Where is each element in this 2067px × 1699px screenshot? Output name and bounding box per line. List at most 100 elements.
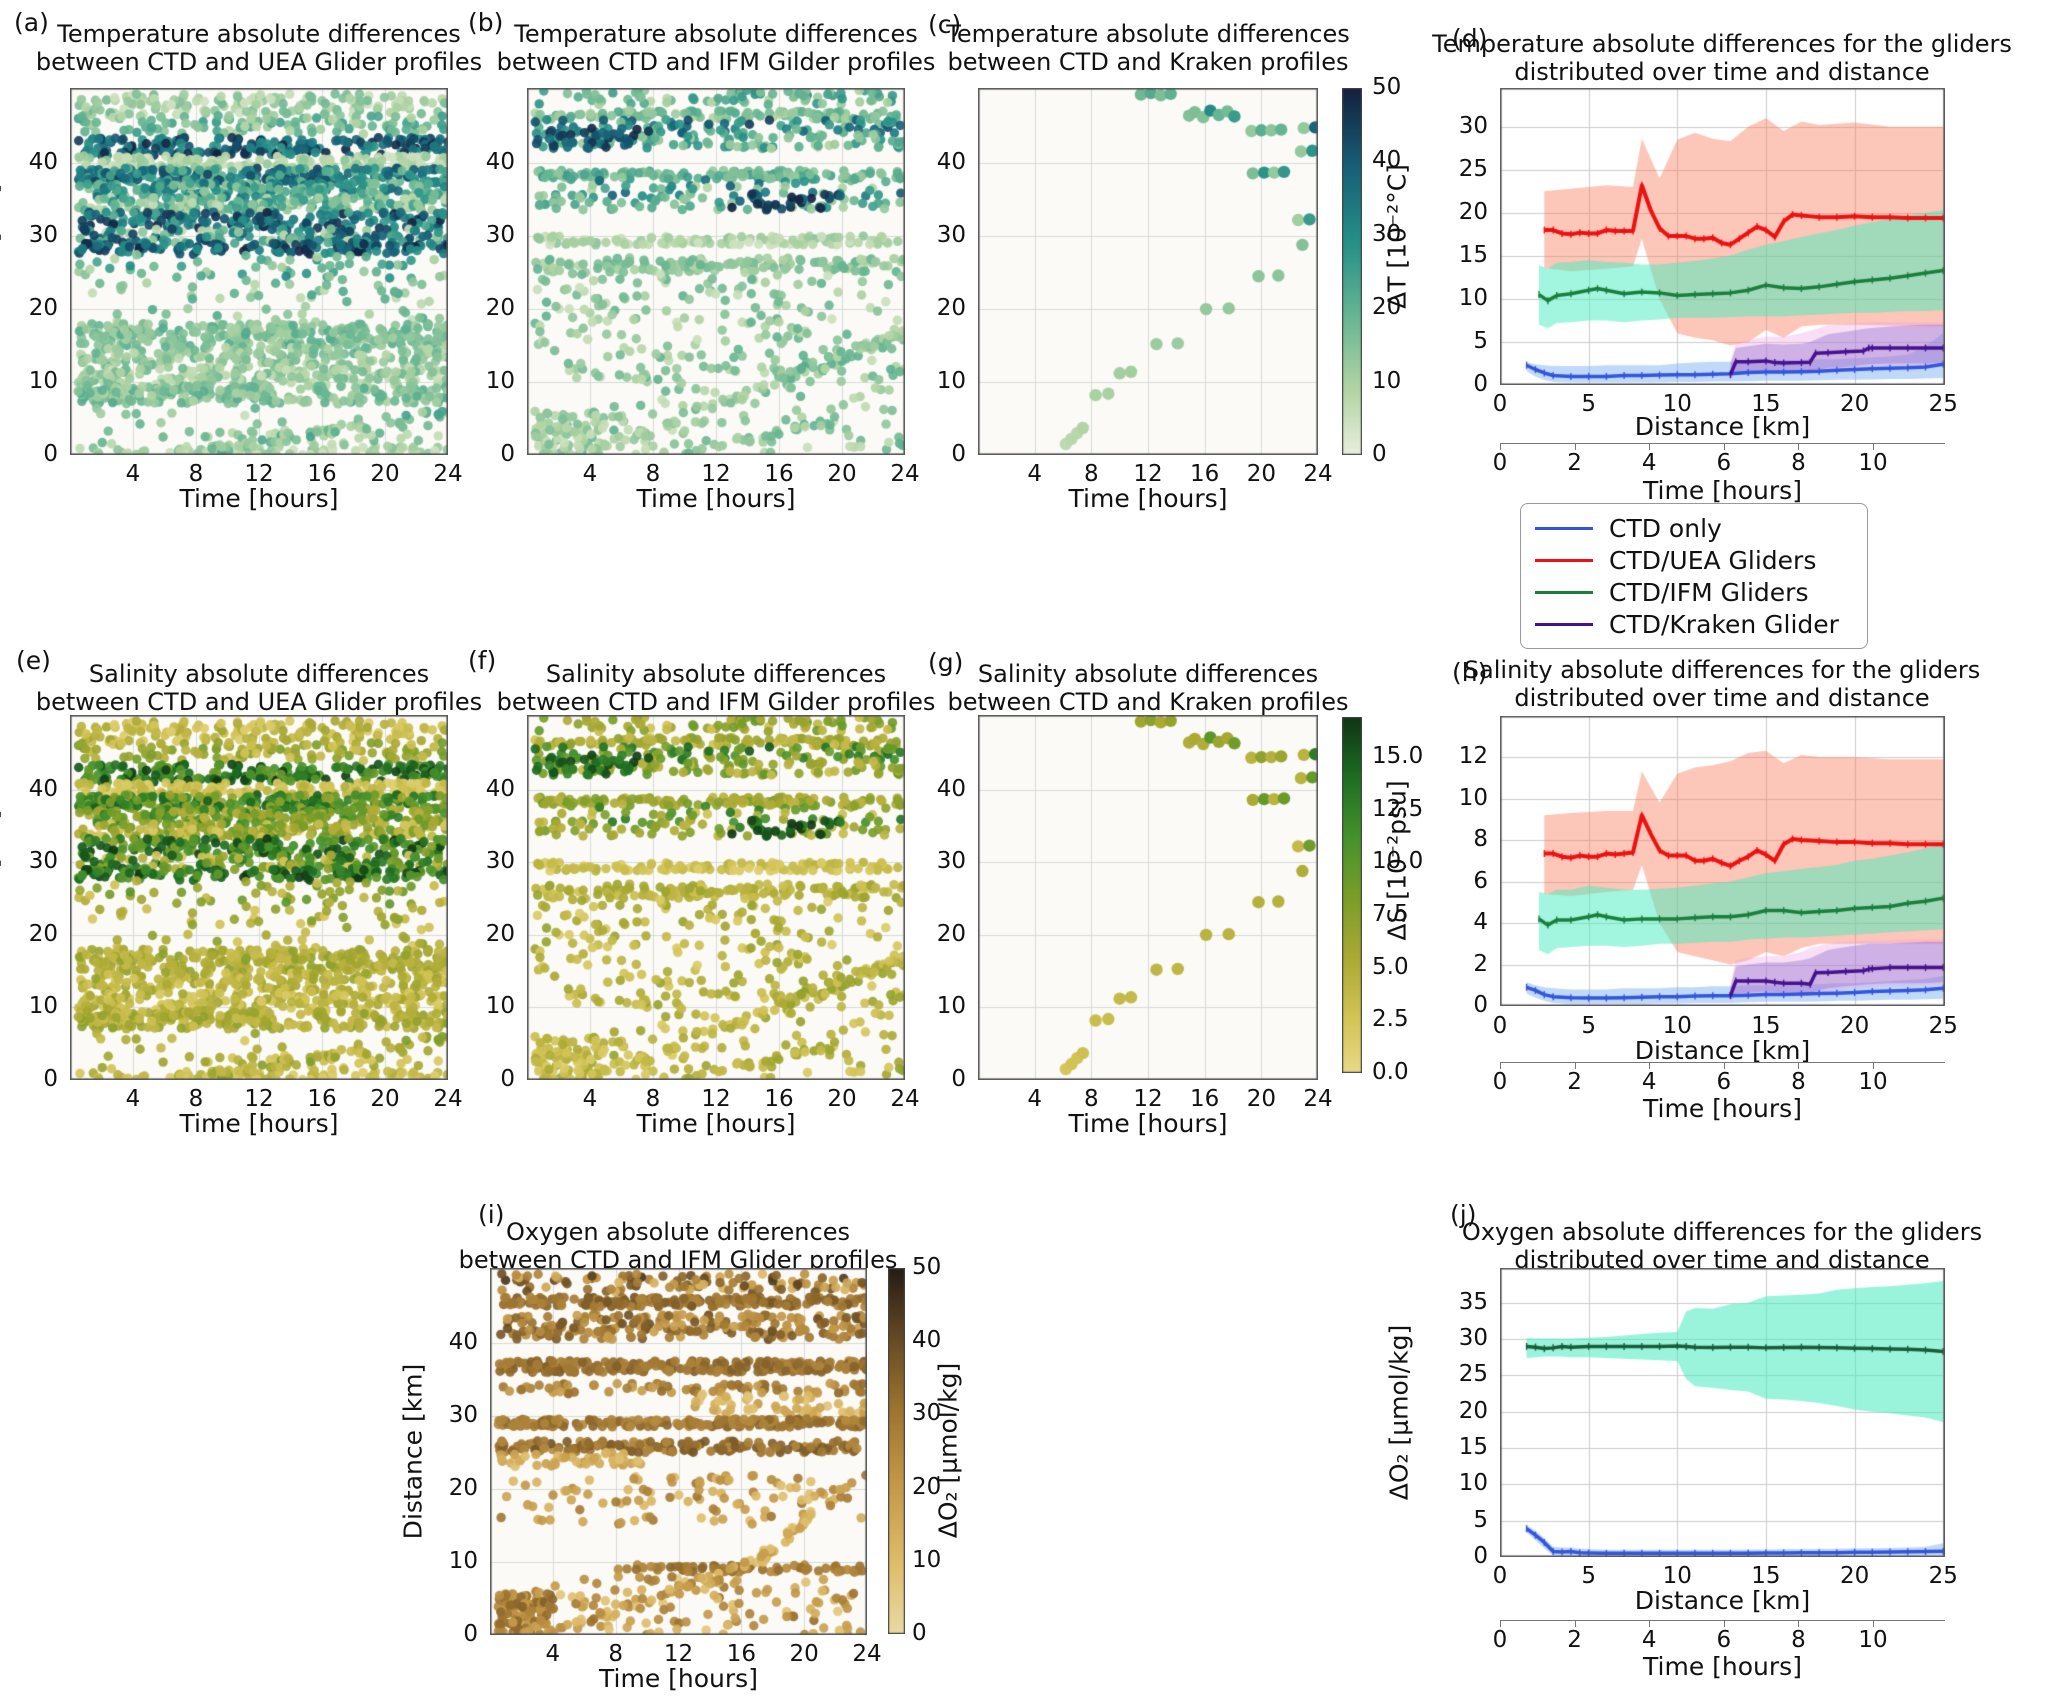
x-tick-label: 4 (125, 461, 141, 487)
colorbar-tick-label: 0 (1372, 441, 1387, 467)
x-tick-label: 25 (1928, 391, 1958, 417)
colorbar-tick-label: 30 (1372, 220, 1402, 247)
colorbar-tick-label: 0 (912, 1620, 927, 1646)
y-tick-label: 8 (1473, 826, 1488, 853)
scatter-plot-canvas-f (527, 715, 905, 1080)
y-tick-label: 10 (485, 993, 515, 1020)
time-tick-label: 4 (1641, 1627, 1657, 1653)
time-axis-tick (1649, 443, 1651, 450)
y-tick-label: 35 (1458, 1288, 1488, 1315)
time-tick-label: 2 (1567, 1069, 1582, 1095)
time-axis-tick (1500, 1062, 1501, 1069)
x-tick-label: 8 (608, 1641, 623, 1667)
colorbar-tick-label: 7.5 (1372, 901, 1409, 927)
legend-item-ctd-ifm: CTD/IFM Gliders (1535, 578, 1853, 607)
y-tick-label: 20 (1458, 1397, 1488, 1424)
x-tick-label: 20 (1839, 1563, 1870, 1589)
y-tick-label: 20 (28, 920, 58, 947)
y-tick-label: 0 (1473, 371, 1488, 397)
y-tick-label: 30 (485, 848, 515, 875)
x-tick-label: 8 (188, 461, 204, 487)
y-tick-label: 20 (28, 295, 58, 322)
y-axis-label: ΔS [10⁻²psu] (1382, 780, 1412, 941)
time-axis-tick (1649, 1062, 1651, 1069)
time-tick-label: 6 (1716, 450, 1732, 476)
y-tick-label: 40 (28, 775, 58, 802)
y-tick-label: 20 (485, 920, 515, 947)
y-tick-label: 5 (1473, 327, 1488, 354)
time-axis-tick (1873, 443, 1874, 450)
y-tick-label: 0 (1473, 992, 1488, 1018)
legend-line-green-icon (1535, 590, 1593, 594)
time-axis-line (1500, 1062, 1945, 1063)
x-tick-label: 4 (1027, 461, 1042, 487)
legend-item-ctd-only: CTD only (1535, 514, 1853, 543)
y-axis-label: Distance [km] (398, 1363, 428, 1539)
y-tick-label: 30 (936, 222, 966, 249)
x-tick-label: 25 (1928, 1013, 1958, 1039)
panel-title: Salinity absolute differences for the gl… (1463, 656, 1981, 684)
x-tick-label: 16 (1190, 461, 1220, 487)
y-tick-label: 4 (1473, 909, 1488, 936)
legend: CTD only CTD/UEA Gliders CTD/IFM Gliders… (1520, 503, 1868, 649)
time-tick-label: 2 (1567, 450, 1582, 476)
y-tick-label: 2 (1473, 950, 1488, 977)
y-tick-label: 30 (28, 222, 58, 249)
panel-tag: (d) (1452, 24, 1488, 53)
y-tick-label: 40 (448, 1329, 478, 1356)
scatter-plot-canvas-g (978, 715, 1318, 1080)
x-tick-label: 20 (370, 1086, 400, 1112)
panel-tag: (h) (1452, 658, 1488, 687)
x-tick-label: 4 (125, 1086, 141, 1112)
panel-title-line2: between CTD and IFM Gilder profiles (496, 48, 936, 76)
x-tick-label: 8 (645, 1086, 661, 1112)
colorbar-tick-label: 12.5 (1372, 795, 1424, 822)
time-axis-tick (1649, 1620, 1651, 1627)
legend-line-purple-icon (1535, 622, 1593, 626)
x-axis-label: Time [hours] (636, 1109, 796, 1138)
x-tick-label: 8 (188, 1086, 204, 1112)
time-axis-tick (1723, 1620, 1725, 1627)
x-axis-label: Time [hours] (179, 484, 339, 513)
x-tick-label: 15 (1751, 1563, 1781, 1589)
x-tick-label: 16 (307, 1086, 337, 1112)
x-tick-label: 24 (890, 461, 920, 487)
y-tick-label: 10 (448, 1548, 478, 1575)
y-tick-label: 30 (1458, 112, 1488, 139)
panel-title-line2: between CTD and Kraken profiles (947, 48, 1349, 76)
x-tick-label: 4 (582, 1086, 598, 1112)
y-tick-label: 12 (1458, 743, 1488, 770)
x-tick-label: 16 (726, 1641, 756, 1667)
x-tick-label: 20 (370, 461, 400, 487)
line-plot-canvas-d (1500, 88, 1945, 385)
y-tick-label: 40 (485, 149, 515, 176)
y-tick-label: 40 (28, 149, 58, 176)
x-axis-label: Time [hours] (636, 484, 796, 513)
x-tick-label: 0 (1492, 1563, 1508, 1589)
legend-label: CTD/IFM Gliders (1609, 577, 1809, 607)
legend-label: CTD only (1609, 513, 1722, 543)
time-tick-label: 2 (1567, 1627, 1582, 1653)
x-tick-label: 20 (1246, 1086, 1276, 1112)
time-axis-tick (1574, 1620, 1576, 1627)
legend-label: CTD/Kraken Glider (1609, 609, 1839, 639)
colorbar-tick-label: 15.0 (1372, 743, 1424, 770)
x-tick-label: 24 (433, 1086, 463, 1112)
time-tick-label: 4 (1641, 1069, 1657, 1095)
colorbar-tick-label: 5.0 (1372, 953, 1409, 980)
panel-title: Temperature absolute differences (57, 20, 461, 48)
y-tick-label: 40 (936, 775, 966, 802)
x-tick-label: 24 (852, 1641, 882, 1667)
panel-title: Temperature absolute differences (946, 20, 1350, 48)
x-tick-label: 4 (545, 1641, 561, 1667)
x-tick-label: 0 (1492, 1013, 1508, 1039)
y-tick-label: 20 (936, 920, 966, 947)
time-axis-label: Time [hours] (1643, 476, 1802, 505)
x-axis-label: Distance [km] (1634, 1036, 1811, 1065)
colorbar-i (888, 1268, 905, 1634)
panel-title: Salinity absolute differences (88, 660, 430, 688)
time-tick-label: 0 (1492, 450, 1508, 476)
y-tick-label: 15 (1458, 1434, 1488, 1461)
x-tick-label: 15 (1751, 1013, 1781, 1039)
y-tick-label: 0 (951, 441, 966, 467)
